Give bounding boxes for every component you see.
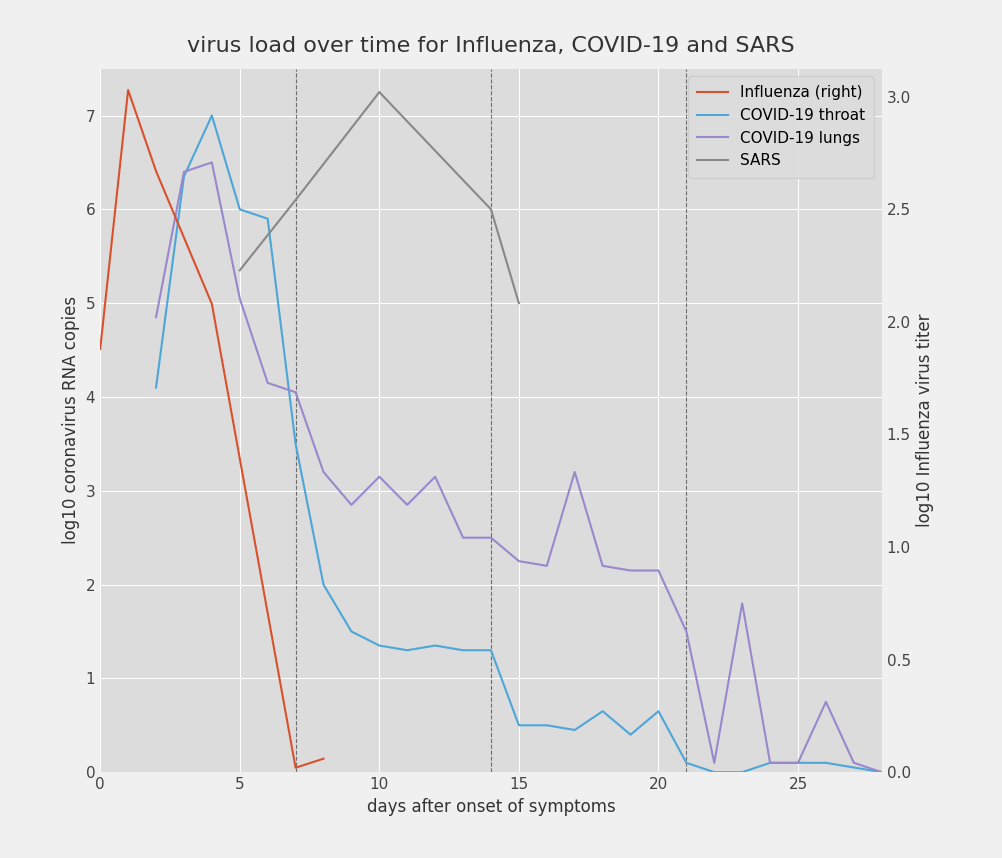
- SARS: [374, 87, 386, 97]
- COVID-19 lungs: [848, 758, 860, 768]
- COVID-19 throat: [541, 720, 553, 730]
- COVID-19 throat: [596, 706, 608, 716]
- COVID-19 lungs: [262, 378, 274, 388]
- COVID-19 throat: [708, 767, 720, 777]
- COVID-19 lungs: [374, 472, 386, 482]
- COVID-19 throat: [205, 111, 217, 121]
- COVID-19 lungs: [346, 499, 358, 510]
- COVID-19 lungs: [318, 467, 330, 477]
- COVID-19 throat: [233, 204, 245, 214]
- COVID-19 throat: [485, 645, 497, 656]
- COVID-19 throat: [765, 758, 777, 768]
- COVID-19 lungs: [457, 533, 469, 543]
- COVID-19 throat: [848, 763, 860, 773]
- Title: virus load over time for Influenza, COVID-19 and SARS: virus load over time for Influenza, COVI…: [187, 36, 795, 56]
- COVID-19 lungs: [680, 626, 692, 637]
- Line: COVID-19 throat: COVID-19 throat: [156, 116, 882, 772]
- Line: COVID-19 lungs: COVID-19 lungs: [156, 162, 882, 772]
- COVID-19 throat: [624, 729, 636, 740]
- SARS: [290, 195, 302, 205]
- Influenza (right): [205, 299, 217, 309]
- COVID-19 throat: [569, 725, 581, 735]
- Influenza (right): [94, 344, 106, 354]
- Legend: Influenza (right), COVID-19 throat, COVID-19 lungs, SARS: Influenza (right), COVID-19 throat, COVI…: [688, 76, 874, 178]
- COVID-19 throat: [680, 758, 692, 768]
- COVID-19 throat: [290, 438, 302, 449]
- COVID-19 throat: [374, 640, 386, 650]
- COVID-19 lungs: [876, 767, 888, 777]
- COVID-19 lungs: [485, 533, 497, 543]
- SARS: [513, 298, 525, 308]
- COVID-19 throat: [457, 645, 469, 656]
- COVID-19 throat: [876, 767, 888, 777]
- COVID-19 throat: [346, 626, 358, 637]
- COVID-19 lungs: [820, 697, 832, 707]
- COVID-19 lungs: [596, 560, 608, 571]
- COVID-19 throat: [792, 758, 804, 768]
- Line: SARS: SARS: [239, 92, 519, 303]
- Influenza (right): [290, 763, 302, 773]
- COVID-19 throat: [178, 172, 190, 182]
- COVID-19 lungs: [178, 166, 190, 177]
- Influenza (right): [150, 166, 162, 176]
- COVID-19 lungs: [150, 312, 162, 323]
- COVID-19 throat: [429, 640, 441, 650]
- Influenza (right): [318, 753, 330, 764]
- Line: Influenza (right): Influenza (right): [100, 90, 324, 768]
- COVID-19 lungs: [429, 472, 441, 482]
- COVID-19 lungs: [205, 157, 217, 167]
- COVID-19 lungs: [765, 758, 777, 768]
- COVID-19 lungs: [624, 565, 636, 576]
- COVID-19 lungs: [513, 556, 525, 566]
- COVID-19 throat: [652, 706, 664, 716]
- COVID-19 lungs: [541, 560, 553, 571]
- COVID-19 lungs: [290, 387, 302, 397]
- COVID-19 throat: [150, 383, 162, 393]
- COVID-19 lungs: [736, 598, 748, 608]
- COVID-19 lungs: [401, 499, 413, 510]
- COVID-19 throat: [318, 579, 330, 589]
- SARS: [233, 265, 245, 275]
- Y-axis label: log10 Influenza virus titer: log10 Influenza virus titer: [917, 314, 935, 527]
- COVID-19 throat: [736, 767, 748, 777]
- COVID-19 lungs: [708, 758, 720, 768]
- Y-axis label: log10 coronavirus RNA copies: log10 coronavirus RNA copies: [62, 296, 80, 545]
- COVID-19 lungs: [569, 467, 581, 477]
- X-axis label: days after onset of symptoms: days after onset of symptoms: [367, 798, 615, 816]
- COVID-19 throat: [262, 214, 274, 224]
- COVID-19 throat: [513, 720, 525, 730]
- Influenza (right): [122, 85, 134, 95]
- SARS: [485, 204, 497, 214]
- COVID-19 throat: [820, 758, 832, 768]
- COVID-19 throat: [401, 645, 413, 656]
- COVID-19 lungs: [652, 565, 664, 576]
- COVID-19 lungs: [792, 758, 804, 768]
- COVID-19 lungs: [233, 293, 245, 304]
